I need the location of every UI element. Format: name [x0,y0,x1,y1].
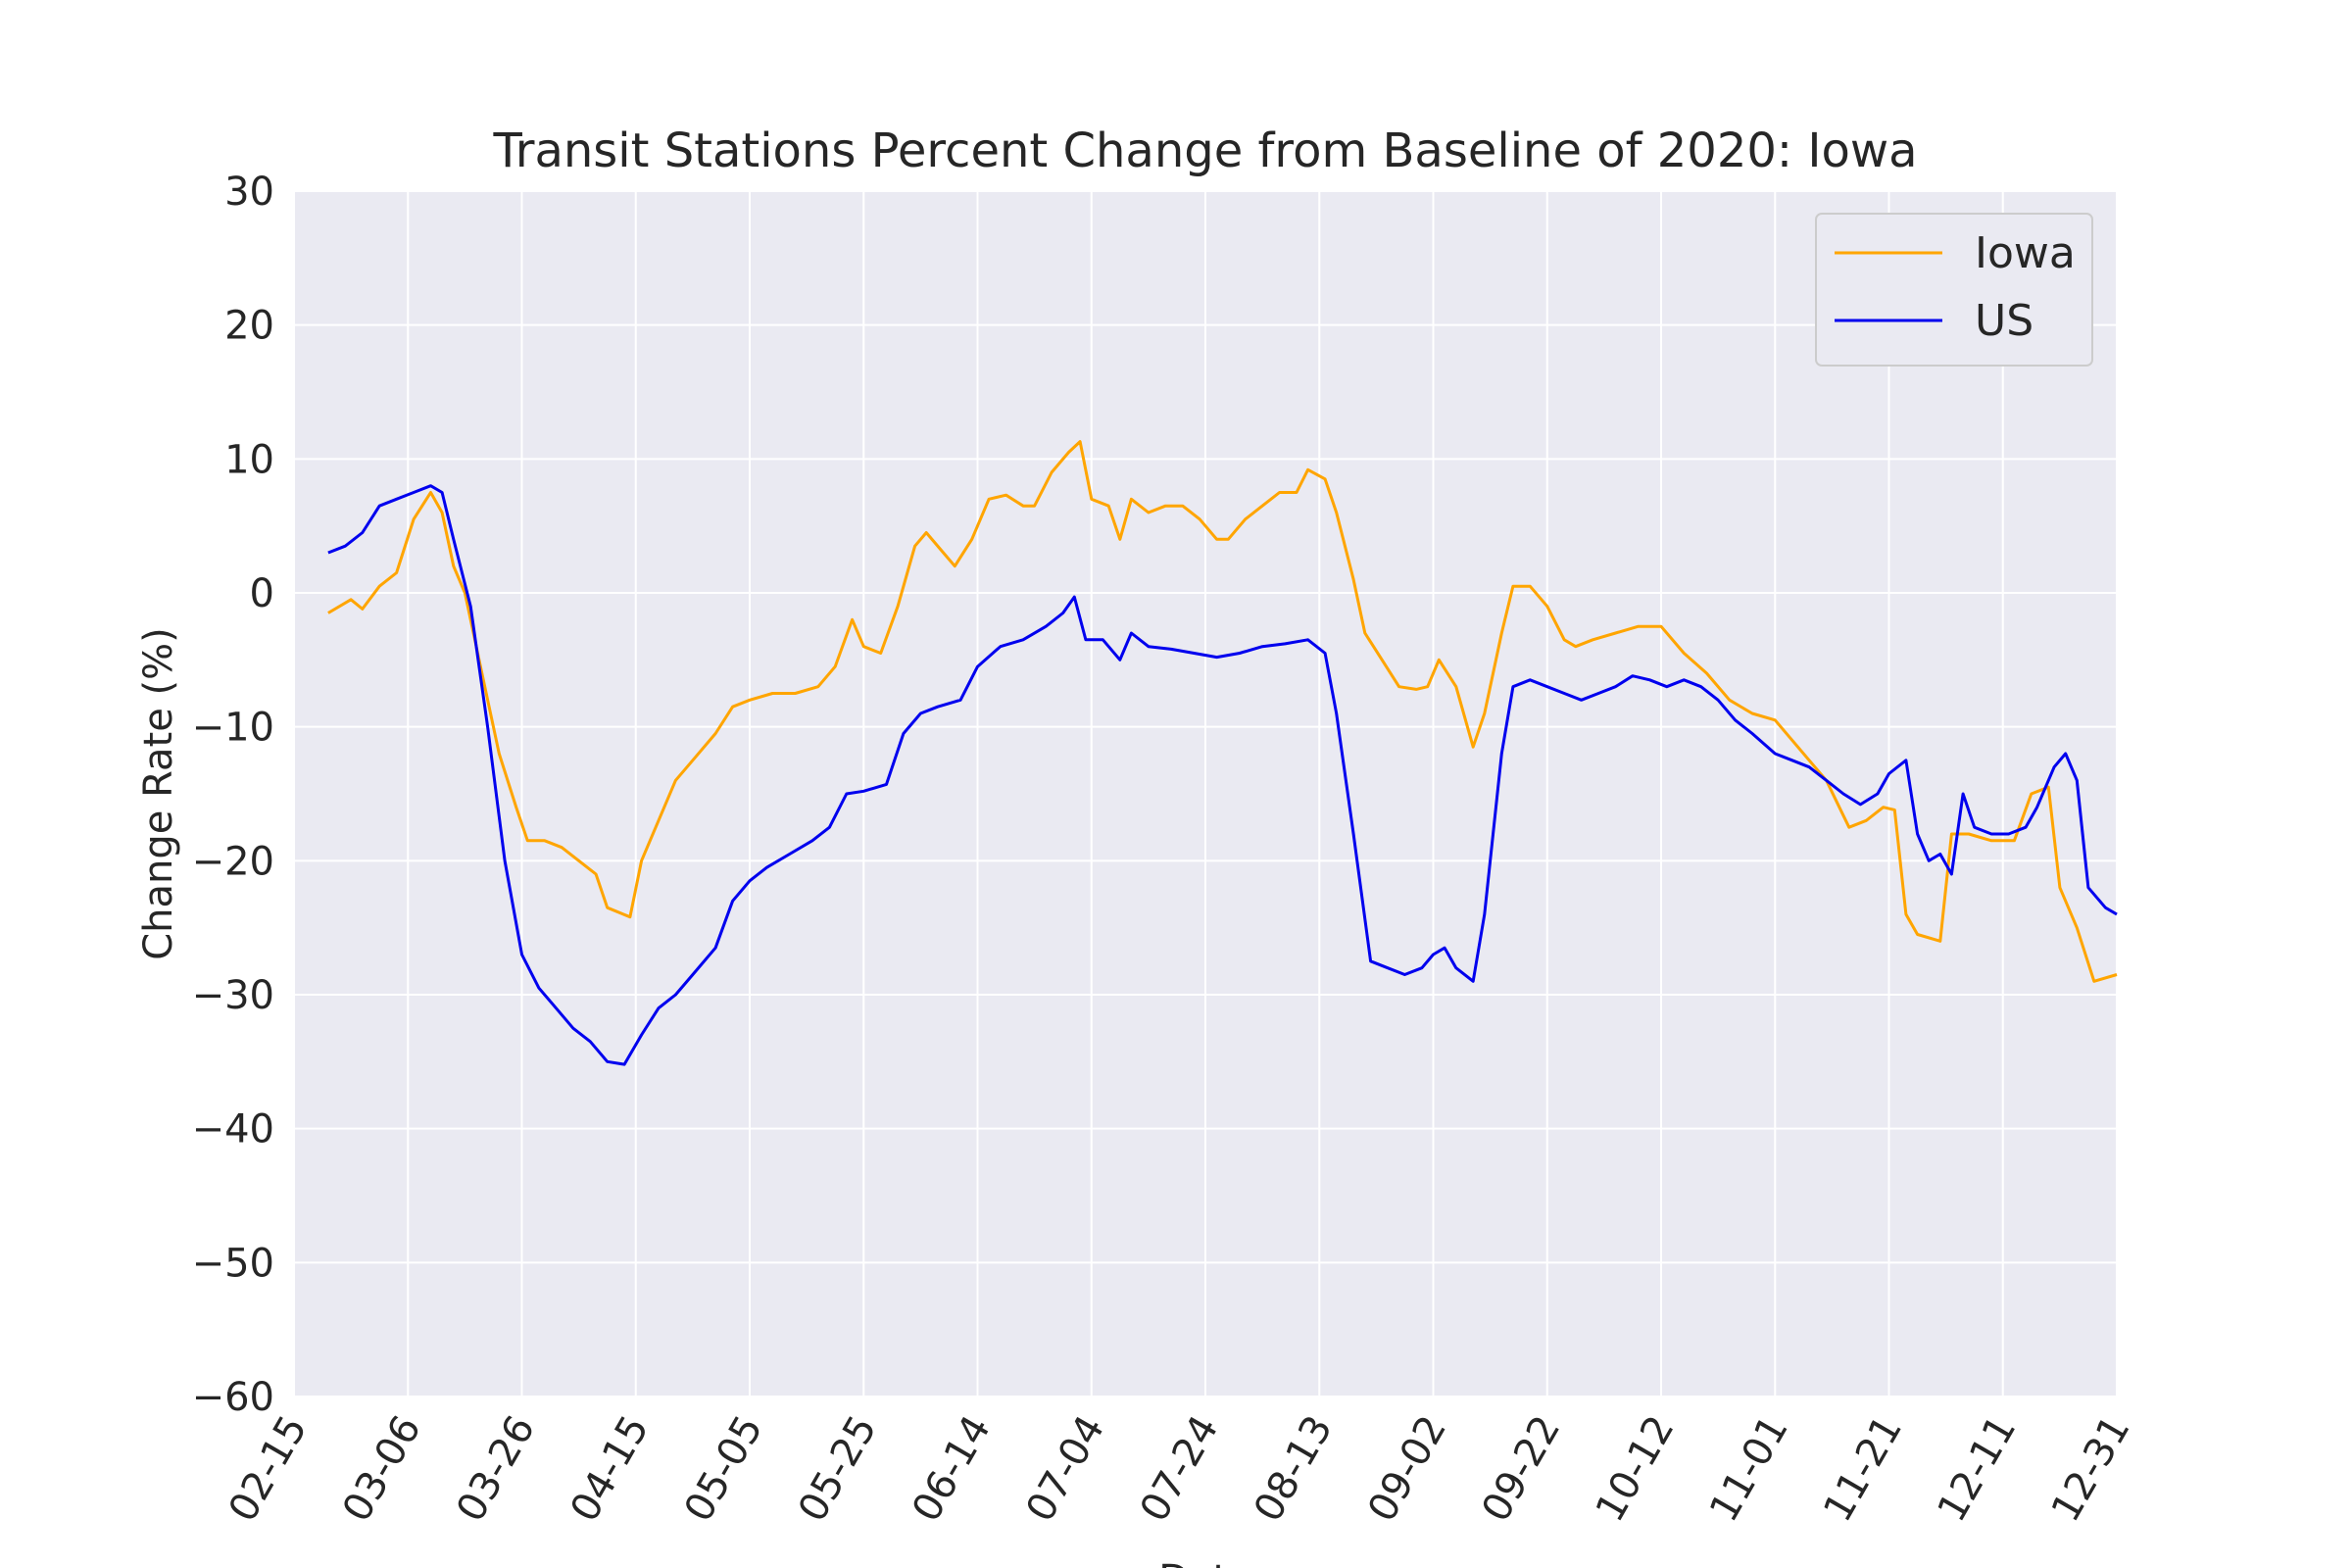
x-tick-label: 11-01 [1701,1408,1797,1530]
x-tick-label: 09-22 [1473,1408,1569,1530]
x-tick-label: 05-05 [676,1408,772,1530]
x-tick-label: 06-14 [904,1408,1000,1530]
x-tick-label: 03-06 [334,1408,430,1530]
y-tick-label: −30 [192,973,274,1018]
x-tick-label: 05-25 [790,1408,886,1530]
x-tick-label: 12-31 [2043,1408,2139,1530]
series-line-us [327,484,2118,1066]
x-tick-label: 07-04 [1017,1408,1113,1530]
x-tick-label: 10-12 [1588,1408,1684,1530]
x-tick-label: 04-15 [562,1408,658,1530]
legend-label-iowa: Iowa [1975,228,2076,278]
y-tick-label: 0 [250,571,274,616]
y-tick-label: −10 [192,706,274,751]
legend: Iowa US [1815,213,2093,367]
y-tick-labels: 30 20 10 0 −10 −20 −30 −40 −50 −60 [192,170,274,1420]
y-tick-label: 30 [224,170,274,215]
legend-label-us: US [1975,296,2034,346]
chart-title: Transit Stations Percent Change from Bas… [492,123,1917,178]
x-tick-label: 02-15 [220,1408,317,1530]
grid [293,190,2118,1397]
y-tick-label: 10 [224,437,274,482]
x-tick-label: 08-13 [1246,1408,1342,1530]
y-tick-label: −20 [192,839,274,884]
series-lines [327,440,2118,1066]
y-tick-label: −50 [192,1241,274,1286]
x-tick-labels: 02-15 03-06 03-26 04-15 05-05 05-25 06-14 07-04… [220,1408,2139,1530]
x-tick-label: 07-24 [1132,1408,1228,1530]
y-tick-label: −40 [192,1107,274,1152]
x-tick-label: 12-11 [1929,1408,2025,1530]
y-axis-label: Change Rate (%) [136,627,181,960]
series-line-iowa [327,440,2118,983]
x-axis-label: Date [1158,1557,1252,1568]
x-tick-label: 11-21 [1815,1408,1911,1530]
x-tick-label: 03-26 [448,1408,544,1530]
y-tick-label: 20 [224,304,274,349]
y-tick-label: −60 [192,1375,274,1420]
x-tick-label: 09-02 [1359,1408,1455,1530]
